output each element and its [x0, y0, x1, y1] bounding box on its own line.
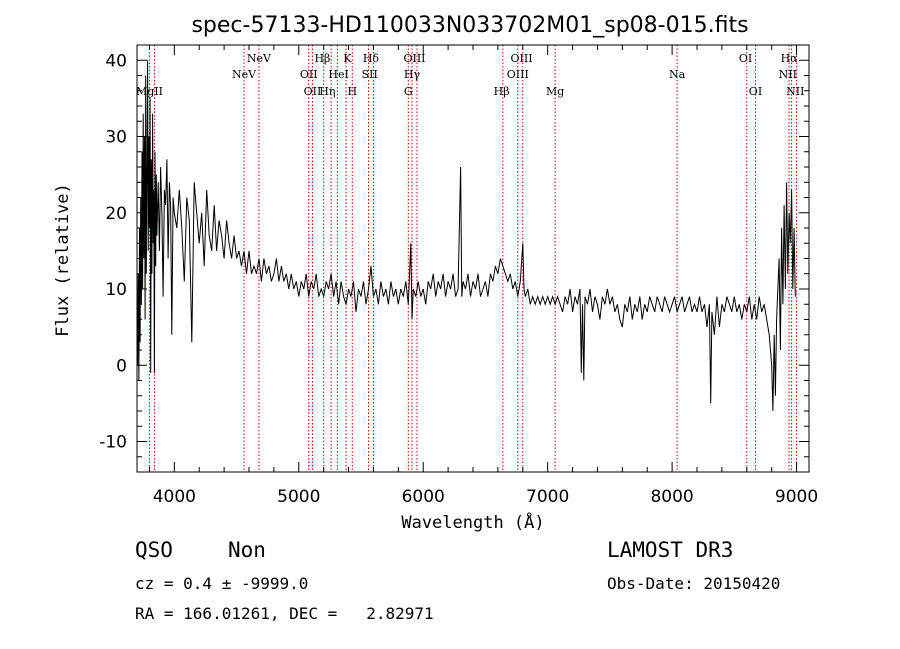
line-label-0: MgII [136, 85, 163, 98]
line-label-18: Mg [546, 85, 564, 98]
plot-frame [136, 44, 810, 473]
y-axis-label: Flux (relative) [53, 183, 73, 337]
emission-line-markers [148, 45, 798, 472]
x-tick-label-4: 8000 [650, 487, 693, 507]
obs-date-readout: Obs-Date: 20150420 [607, 574, 781, 593]
x-axis-label: Wavelength (Å) [401, 511, 544, 533]
line-label-11: SII [362, 68, 378, 81]
line-label-22: Hα [781, 52, 799, 65]
object-class: QSO [135, 538, 173, 562]
line-label-10: Hδ [363, 52, 380, 65]
line-label-24: NII [786, 85, 804, 98]
line-label-20: OI [739, 52, 752, 65]
line-label-3: OII [300, 68, 318, 81]
line-label-2: NeV [247, 52, 272, 65]
x-tick-label-5: 9000 [775, 487, 818, 507]
x-tick-label-0: 4000 [153, 487, 196, 507]
line-label-5: Hβ [314, 52, 330, 65]
x-tick-label-3: 7000 [526, 487, 569, 507]
y-tick-label-0: -10 [99, 433, 127, 453]
line-label-8: K [343, 52, 352, 65]
line-label-13: Hγ [404, 68, 421, 81]
line-label-7: HeI [328, 68, 348, 81]
x-tick-label-2: 6000 [402, 487, 445, 507]
line-label-1: NeV [232, 68, 257, 81]
line-label-15: OIII [511, 52, 533, 65]
spectrum-chart: spec-57133-HD110033N033702M01_sp08-015.f… [53, 13, 818, 533]
line-label-23: NII [779, 68, 797, 81]
y-tick-label-1: 0 [116, 356, 127, 376]
line-label-12: OIII [403, 52, 425, 65]
line-label-14: G [404, 85, 413, 98]
chart-title: spec-57133-HD110033N033702M01_sp08-015.f… [191, 13, 748, 38]
redshift-readout: cz = 0.4 ± -9999.0 [135, 574, 309, 593]
y-tick-label-2: 10 [105, 280, 127, 300]
radec-readout: RA = 166.01261, DEC = 2.82971 [135, 604, 434, 623]
survey-label: LAMOST DR3 [607, 538, 734, 562]
y-axis-ticks: -10 0 10 20 30 40 [99, 44, 809, 458]
line-label-6: Hη [319, 85, 335, 98]
object-subclass: Non [228, 538, 266, 562]
line-label-4: OII [304, 85, 322, 98]
y-tick-label-3: 20 [105, 204, 127, 224]
x-axis-ticks: 4000 5000 6000 7000 8000 9000 [148, 45, 818, 507]
line-label-21: OI [749, 85, 762, 98]
y-tick-label-5: 40 [105, 51, 127, 71]
line-label-16: OIII [507, 68, 529, 81]
x-tick-label-1: 5000 [277, 487, 320, 507]
spectrum-series-line [136, 60, 796, 412]
line-label-19: Na [669, 68, 686, 81]
emission-line-labels: MgII NeV NeV OII OII Hβ Hη HeI K H Hδ SII OIII Hγ G OII… [136, 52, 805, 98]
line-label-9: H [347, 85, 357, 98]
line-label-17: Hβ [494, 85, 510, 98]
y-tick-label-4: 30 [105, 128, 127, 148]
